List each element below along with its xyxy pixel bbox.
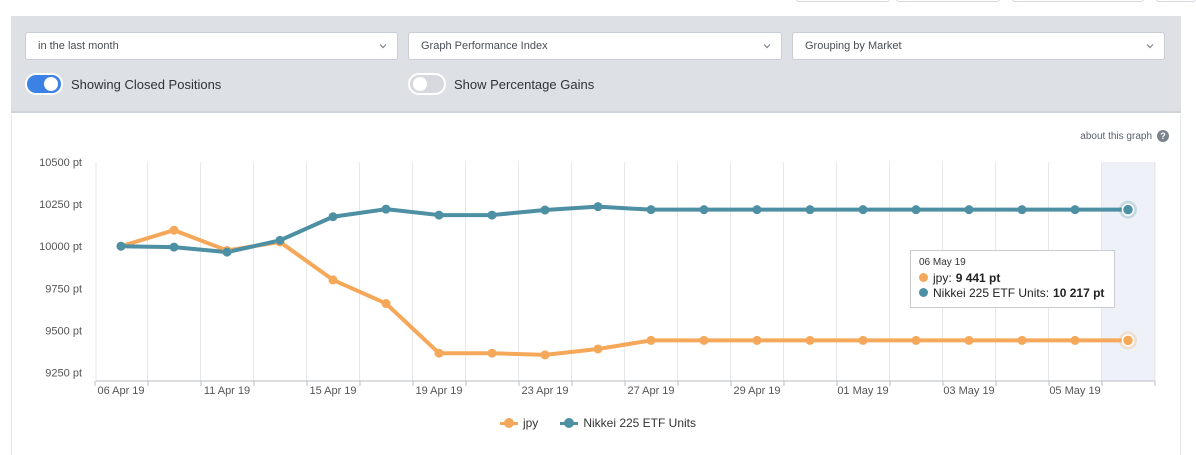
graph-type-select[interactable]: Graph Performance Index [408,32,782,60]
percentage-gains-toggle-row: Show Percentage Gains [408,73,594,95]
chevron-down-icon [763,44,771,49]
question-icon: ? [1157,130,1169,142]
nikkei-dot-icon [919,288,928,297]
top-button-1[interactable] [796,0,890,2]
closed-positions-toggle[interactable] [25,73,63,95]
toggle-knob [413,77,427,91]
filter-bar: in the last month Graph Performance Inde… [11,16,1181,113]
chart-tooltip: 06 May 19 jpy: 9 441 pt Nikkei 225 ETF U… [910,250,1115,308]
top-strip [0,0,1196,16]
about-graph-link[interactable]: about this graph ? [1080,130,1169,142]
legend-item-jpy[interactable]: jpy [499,416,539,430]
percentage-gains-label: Show Percentage Gains [454,76,595,92]
legend-nikkei-label: Nikkei 225 ETF Units [583,416,697,430]
top-button-2[interactable] [896,0,1000,2]
top-button-4[interactable] [1156,0,1196,2]
grouping-select-value: Grouping by Market [805,40,902,52]
legend-item-nikkei[interactable]: Nikkei 225 ETF Units [560,416,696,430]
tooltip-row-nikkei: Nikkei 225 ETF Units: 10 217 pt [919,285,1106,300]
chevron-down-icon [1146,44,1154,49]
jpy-dot-icon [919,273,928,282]
chevron-down-icon [379,44,387,49]
legend-jpy-label: jpy [522,416,539,430]
legend-jpy-symbol [499,418,518,428]
about-graph-text: about this graph [1080,130,1152,142]
graph-type-select-value: Graph Performance Index [421,40,548,52]
tooltip-nikkei-value: 10 217 pt [1053,285,1105,300]
tooltip-date: 06 May 19 [919,257,966,268]
tooltip-nikkei-label: Nikkei 225 ETF Units: [933,285,1050,300]
period-select[interactable]: in the last month [25,32,398,60]
closed-positions-toggle-row: Showing Closed Positions [25,73,221,95]
chart-legend: jpy Nikkei 225 ETF Units [0,416,1196,430]
tooltip-jpy-label: jpy: [933,270,952,285]
top-button-3[interactable] [1012,0,1144,2]
percentage-gains-toggle[interactable] [408,73,446,95]
grouping-select[interactable]: Grouping by Market [792,32,1165,60]
tooltip-jpy-value: 9 441 pt [955,270,1001,285]
tooltip-row-jpy: jpy: 9 441 pt [919,270,1106,285]
period-select-value: in the last month [38,40,119,52]
closed-positions-label: Showing Closed Positions [71,76,222,92]
legend-nikkei-symbol [560,418,579,428]
toggle-knob [44,77,58,91]
